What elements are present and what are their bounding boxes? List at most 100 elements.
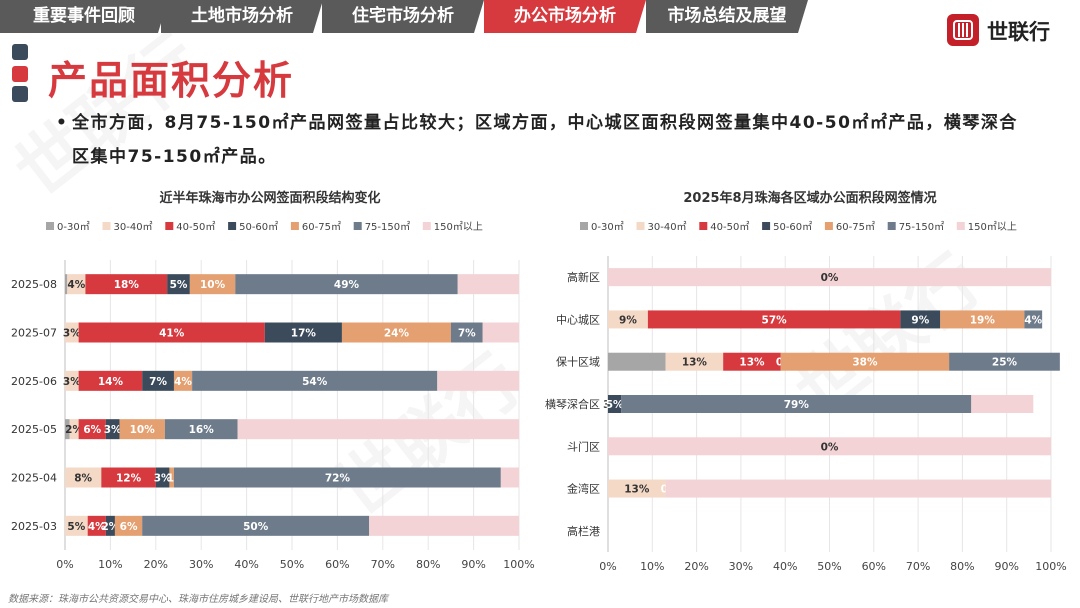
- bar-segment: [940, 310, 1025, 329]
- data-label: 0%: [821, 272, 839, 284]
- bar-segment: [105, 515, 115, 536]
- legend-swatch: [228, 222, 237, 230]
- x-tick-label: 100%: [503, 558, 534, 571]
- data-label: 12%: [116, 473, 142, 485]
- bullet-icon: •: [56, 113, 69, 133]
- legend-label: 30-40㎡: [648, 221, 687, 233]
- bar-segment: [65, 419, 70, 440]
- bar-segment: [608, 268, 1051, 287]
- legend-label: 0-30㎡: [57, 221, 90, 233]
- data-label: 25%: [992, 357, 1018, 369]
- x-tick-label: 60%: [325, 558, 349, 571]
- tab-residential-market[interactable]: 住宅市场分析: [322, 0, 484, 33]
- bar-segment: [341, 322, 451, 343]
- data-label: 19%: [970, 314, 996, 326]
- data-label: 13%: [682, 357, 708, 369]
- legend-swatch: [887, 222, 896, 230]
- bar-segment: [78, 370, 143, 391]
- category-label: 2025-05: [11, 423, 57, 436]
- data-label: 8%: [74, 473, 92, 485]
- bar-segment: [65, 515, 88, 536]
- bar-segment: [192, 370, 438, 391]
- bar-segment: [155, 467, 170, 488]
- section-tabs: 重要事件回顾 土地市场分析 住宅市场分析 办公市场分析 市场总结及展望: [0, 0, 820, 33]
- data-label: 41%: [159, 328, 185, 340]
- tab-land-market[interactable]: 土地市场分析: [161, 0, 323, 33]
- x-tick-label: 80%: [950, 560, 974, 573]
- legend-label: 0-30㎡: [591, 221, 624, 233]
- bar-segment: [723, 352, 781, 371]
- legend-swatch: [762, 222, 771, 230]
- chart-title: 近半年珠海市办公网签面积段结构变化: [159, 190, 380, 206]
- tab-key-events[interactable]: 重要事件回顾: [0, 0, 168, 33]
- bar-segment: [500, 467, 519, 488]
- decor-square-middle: [12, 66, 28, 82]
- legend-label: 75-150㎡: [899, 221, 944, 233]
- brand-name: 世联行: [987, 20, 1050, 44]
- category-label: 2025-03: [11, 520, 57, 533]
- legend-swatch: [956, 222, 965, 230]
- data-label: 17%: [291, 328, 317, 340]
- summary-paragraph: • 全市方面，8月75-150㎡产品网签量占比较大；区域方面，中心城区面积段网签…: [56, 106, 1036, 174]
- legend-label: 50-60㎡: [773, 221, 812, 233]
- decor-square-bottom: [12, 86, 28, 102]
- data-label: 0%: [821, 441, 839, 453]
- bar-segment: [621, 395, 972, 413]
- legend-label: 75-150㎡: [365, 221, 410, 233]
- bar-segment: [142, 370, 174, 391]
- bar-segment: [167, 274, 190, 295]
- data-label: 13%: [624, 484, 650, 496]
- data-label: 9%: [619, 314, 637, 326]
- category-label: 中心城区: [556, 313, 600, 326]
- data-label: 72%: [325, 473, 351, 485]
- data-label: 38%: [852, 357, 878, 369]
- category-label: 2025-04: [11, 472, 57, 485]
- legend-swatch: [699, 222, 708, 230]
- bar-segment: [87, 515, 106, 536]
- data-label: 54%: [302, 376, 328, 388]
- bar-segment: [450, 322, 483, 343]
- bar-segment: [369, 515, 519, 536]
- x-tick-label: 70%: [371, 558, 395, 571]
- x-tick-label: 100%: [1035, 560, 1066, 573]
- bar-segment: [114, 515, 143, 536]
- data-label: 5%: [170, 279, 188, 291]
- bar-segment: [85, 274, 168, 295]
- category-label: 2025-06: [11, 375, 57, 388]
- bar-segment: [69, 419, 79, 440]
- decor-square-top: [12, 44, 28, 60]
- legend-label: 50-60㎡: [239, 221, 278, 233]
- bar-segment: [780, 352, 950, 371]
- bar-segment: [264, 322, 342, 343]
- data-label: 10%: [200, 279, 226, 291]
- x-tick-label: 50%: [817, 560, 841, 573]
- brand-logo: 世联行: [947, 14, 1067, 46]
- tab-office-market[interactable]: 办公市场分析: [484, 0, 646, 33]
- bar-segment: [119, 419, 165, 440]
- bar-segment: [608, 437, 1051, 456]
- bar-segment: [65, 274, 68, 295]
- bar-segment: [164, 419, 238, 440]
- data-label: 57%: [762, 314, 788, 326]
- bar-segment: [457, 274, 519, 295]
- bar-segment: [665, 352, 724, 371]
- x-tick-label: 30%: [189, 558, 213, 571]
- x-tick-label: 20%: [684, 560, 708, 573]
- legend-label: 40-50㎡: [176, 221, 215, 233]
- x-tick-label: 60%: [862, 560, 886, 573]
- x-tick-label: 70%: [906, 560, 930, 573]
- legend-label: 150㎡以上: [968, 221, 1017, 233]
- chart-left-svg: 近半年珠海市办公网签面积段结构变化 0-30㎡ 30-40㎡ 40-50㎡ 50-60㎡…: [11, 190, 535, 571]
- legend-swatch: [636, 222, 645, 230]
- x-tick-label: 10%: [98, 558, 122, 571]
- bar-segment: [608, 352, 666, 371]
- bar-segment: [608, 310, 648, 329]
- category-label: 2025-07: [11, 327, 57, 340]
- x-tick-label: 90%: [994, 560, 1018, 573]
- bar-segment: [608, 395, 622, 413]
- data-label: 4%: [88, 521, 106, 533]
- bar-segment: [65, 467, 102, 488]
- tab-summary-outlook[interactable]: 市场总结及展望: [646, 0, 808, 33]
- bar-segment: [437, 370, 519, 391]
- x-tick-label: 20%: [144, 558, 168, 571]
